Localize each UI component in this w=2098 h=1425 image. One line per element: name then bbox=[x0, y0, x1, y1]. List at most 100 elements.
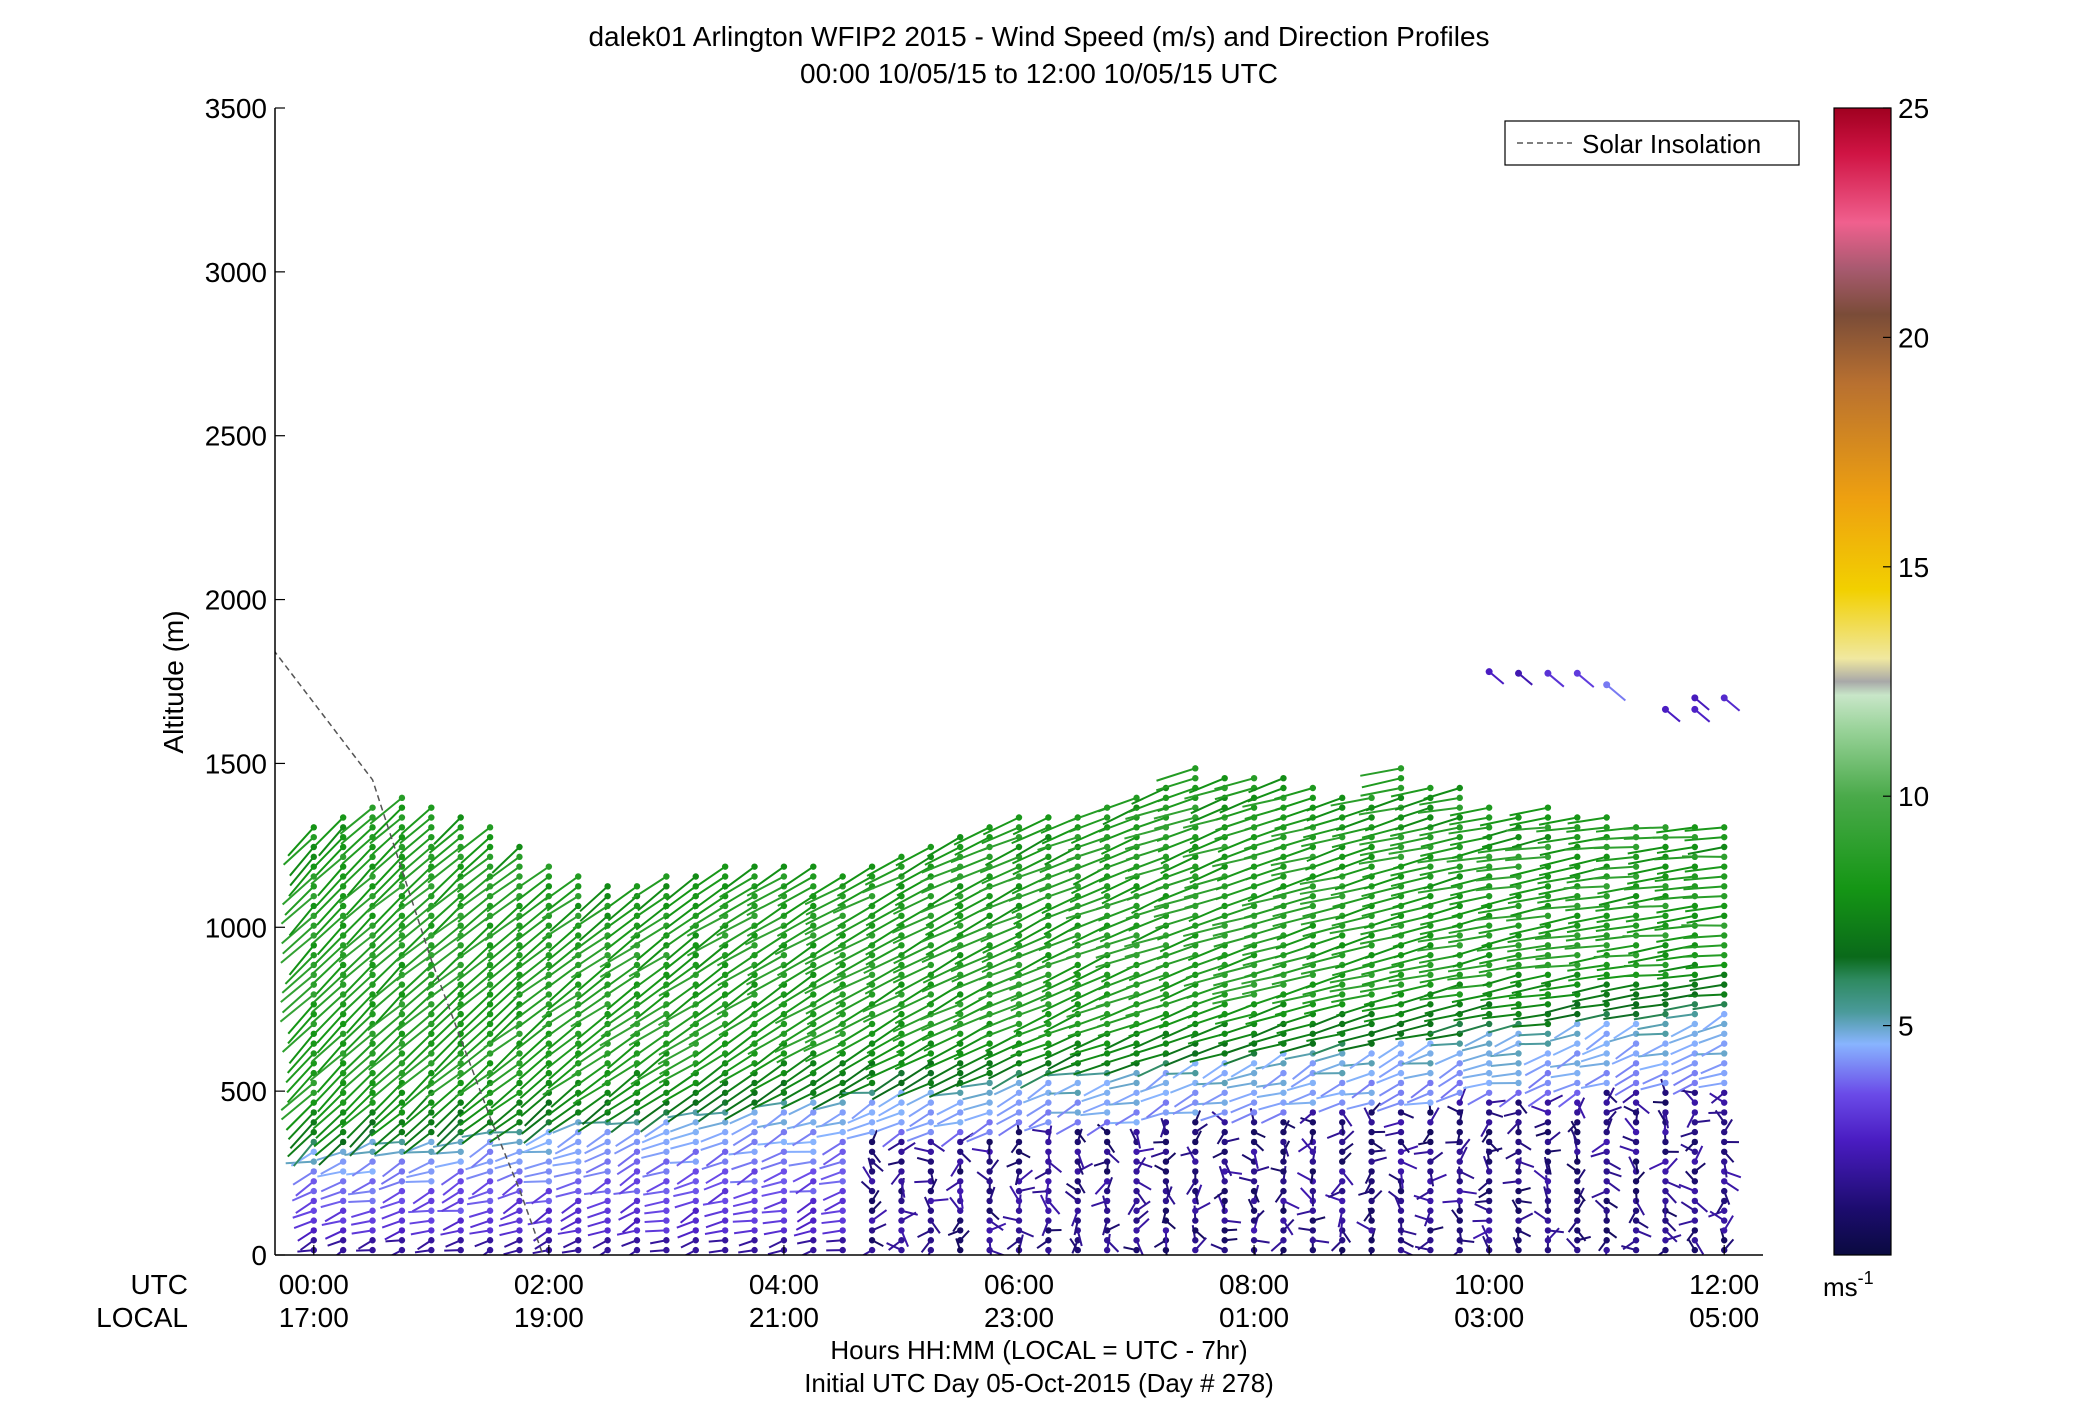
wind-barb-stick bbox=[1475, 875, 1519, 882]
wind-barb-dot bbox=[1456, 794, 1463, 802]
wind-barb-stick bbox=[1043, 1032, 1079, 1051]
wind-barb-stick bbox=[1665, 1013, 1695, 1020]
wind-barb-dot bbox=[1309, 1079, 1317, 1087]
wind-barb-dot bbox=[369, 1217, 376, 1224]
wind-barb-stick bbox=[605, 915, 638, 941]
wind-barb-dot bbox=[398, 1109, 406, 1116]
x-tick-label-local: 21:00 bbox=[749, 1302, 819, 1333]
wind-barb-stick bbox=[1217, 1032, 1255, 1045]
wind-barb-dot bbox=[1309, 902, 1317, 910]
wind-barb-dot bbox=[1485, 804, 1493, 811]
wind-barb-stick bbox=[1196, 1081, 1225, 1086]
wind-barb-stick bbox=[1358, 806, 1402, 816]
wind-barb-stick bbox=[400, 806, 432, 835]
wind-barb-dot bbox=[898, 1207, 905, 1214]
wind-barb-dot bbox=[1192, 1069, 1199, 1077]
wind-barb-dot bbox=[927, 1040, 935, 1047]
wind-barb-stick bbox=[1183, 934, 1225, 948]
wind-barb-stick bbox=[1626, 924, 1666, 934]
wind-barb-dot bbox=[1397, 784, 1405, 792]
wind-barb-dot bbox=[1721, 912, 1728, 920]
wind-barb-stick bbox=[369, 1013, 403, 1042]
wind-barb-dot bbox=[398, 883, 406, 890]
wind-barb-stick bbox=[1423, 1013, 1460, 1023]
wind-barb-stick bbox=[669, 1131, 697, 1141]
wind-barb-dot bbox=[1721, 824, 1728, 831]
wind-barb-stick bbox=[1654, 885, 1695, 892]
wind-barb-dot bbox=[986, 1207, 993, 1214]
wind-barb-dot bbox=[1280, 833, 1287, 841]
wind-barb-dot bbox=[1074, 1138, 1081, 1146]
wind-barb-stick bbox=[1447, 983, 1490, 990]
wind-barb-stick bbox=[761, 1190, 785, 1197]
wind-barb-dot bbox=[1309, 1187, 1317, 1195]
wind-barb-stick bbox=[1518, 1042, 1548, 1046]
wind-barb-dot bbox=[868, 1207, 876, 1214]
wind-barb-dot bbox=[1368, 794, 1375, 802]
wind-barb-stick bbox=[746, 885, 785, 907]
wind-barb-stick bbox=[895, 865, 932, 887]
wind-barb-stick bbox=[1593, 865, 1637, 871]
wind-barb-stick bbox=[1068, 816, 1108, 833]
wind-barb-dot bbox=[1721, 1148, 1728, 1155]
wind-barb-stick bbox=[572, 905, 609, 930]
wind-barb-dot bbox=[1397, 1138, 1405, 1146]
wind-barb-dot bbox=[810, 991, 817, 998]
wind-barb-stick bbox=[398, 1052, 432, 1081]
wind-barb-stick bbox=[761, 1150, 785, 1163]
wind-barb-stick bbox=[1478, 963, 1519, 974]
wind-barb-dot bbox=[1397, 1128, 1405, 1136]
wind-barb-stick bbox=[1192, 1042, 1226, 1057]
wind-barb-stick bbox=[1053, 1082, 1079, 1096]
wind-barb-stick bbox=[461, 1121, 491, 1145]
wind-barb-stick bbox=[460, 836, 491, 864]
wind-barb-stick bbox=[516, 895, 550, 922]
wind-barb-dot bbox=[604, 1001, 611, 1008]
wind-barb-stick bbox=[1303, 1003, 1343, 1015]
wind-barb-dot bbox=[1456, 1187, 1463, 1195]
wind-barb-dot bbox=[1397, 774, 1405, 782]
wind-barb-stick bbox=[1509, 924, 1549, 936]
wind-barb-dot bbox=[369, 883, 376, 890]
wind-barb-dot bbox=[1632, 1187, 1640, 1195]
wind-barb-dot bbox=[751, 1099, 758, 1106]
wind-barb-dot bbox=[839, 991, 846, 998]
wind-barb-dot bbox=[839, 1237, 846, 1244]
wind-barb-dot bbox=[486, 863, 494, 870]
wind-barb-stick bbox=[1068, 914, 1108, 932]
wind-barb-stick bbox=[920, 875, 961, 894]
wind-barb-stick bbox=[404, 1072, 433, 1102]
wind-barb-dot bbox=[1397, 971, 1405, 979]
wind-barb-stick bbox=[1425, 1032, 1460, 1041]
wind-barb-stick bbox=[459, 964, 491, 993]
wind-barb-dot bbox=[604, 1207, 611, 1214]
wind-barb-stick bbox=[777, 885, 814, 907]
wind-barb-dot bbox=[1721, 1119, 1728, 1126]
wind-barb-stick bbox=[978, 964, 1020, 981]
wind-barb-stick bbox=[441, 1190, 462, 1204]
wind-barb-dot bbox=[1456, 873, 1463, 880]
wind-barb-stick bbox=[427, 846, 462, 873]
wind-barb-stick bbox=[579, 895, 609, 922]
colorbar-unit-exponent: -1 bbox=[1858, 1268, 1874, 1288]
wind-barb-stick bbox=[1200, 1111, 1225, 1122]
wind-barb-dot bbox=[604, 1128, 611, 1136]
wind-barb-stick bbox=[1101, 885, 1137, 905]
wind-barb-dot bbox=[663, 1227, 670, 1234]
wind-barb-dot bbox=[1280, 1109, 1287, 1116]
wind-barb-dot bbox=[1309, 892, 1317, 900]
wind-barb-dot bbox=[1015, 1217, 1023, 1224]
wind-barb-stick bbox=[1602, 993, 1637, 1003]
wind-barb-dot bbox=[692, 1148, 699, 1155]
wind-barb-stick bbox=[531, 1190, 550, 1205]
wind-barb-stick bbox=[1697, 1023, 1725, 1034]
wind-barb-stick bbox=[1145, 1072, 1167, 1091]
wind-barb-stick bbox=[281, 875, 315, 906]
wind-barb-dot bbox=[1103, 1217, 1111, 1224]
wind-barb-stick bbox=[1596, 944, 1637, 953]
wind-barb-stick bbox=[1438, 1062, 1461, 1080]
wind-barb-stick bbox=[1318, 1101, 1343, 1113]
wind-barb-stick bbox=[1041, 993, 1079, 1013]
wind-barb-dot bbox=[1485, 1020, 1493, 1028]
wind-barb-dot bbox=[339, 843, 347, 851]
